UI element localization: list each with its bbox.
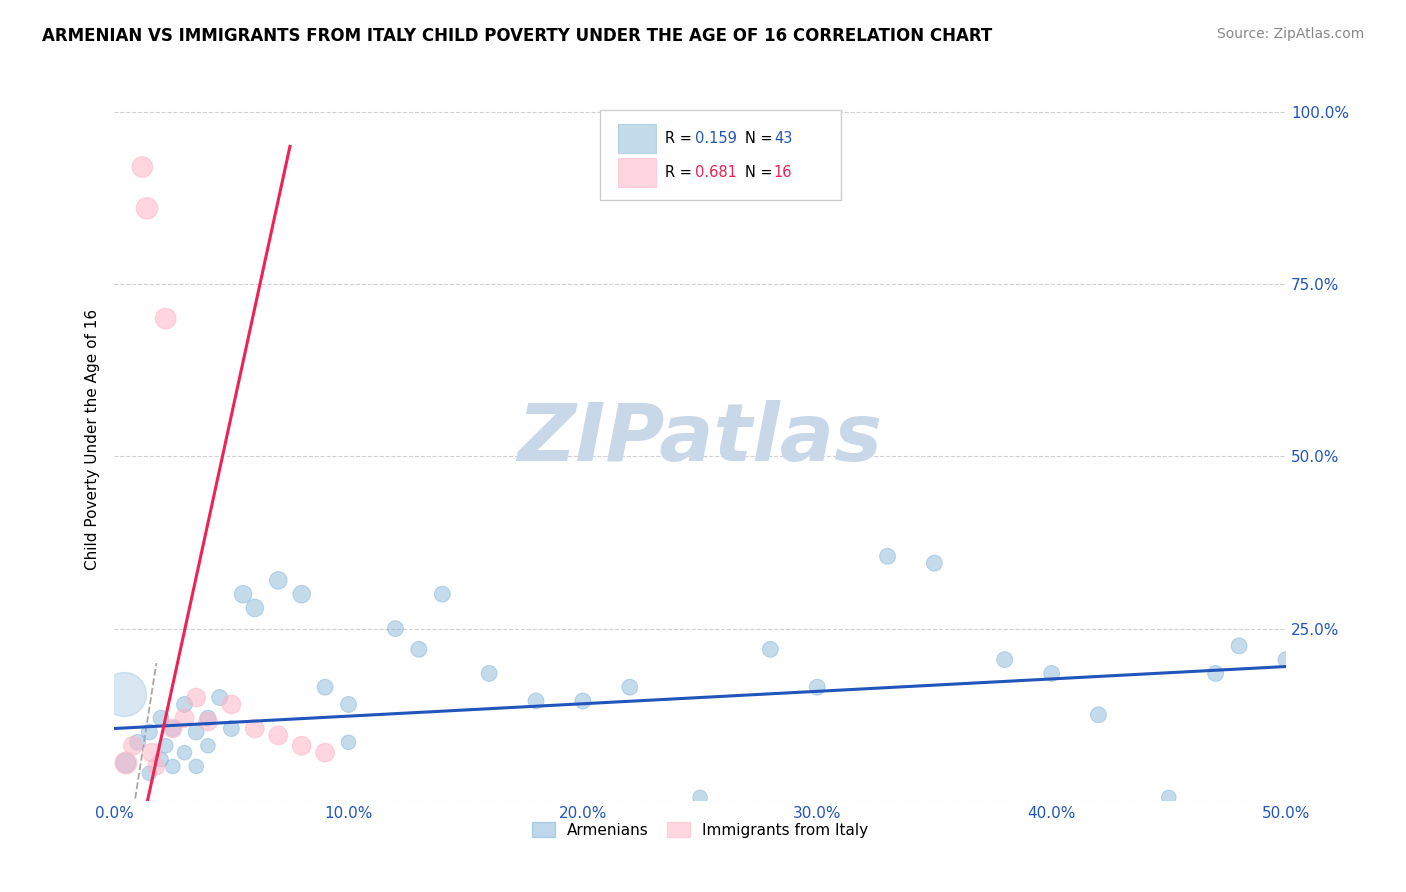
Point (524, 694, 547, 708)
Point (127, 735, 149, 749)
Point (291, 587, 314, 601)
Text: 0.159: 0.159 (696, 131, 737, 146)
Point (145, 759, 167, 773)
Text: 16: 16 (773, 165, 793, 180)
Point (138, 766, 160, 780)
Legend: Armenians, Immigrants from Italy: Armenians, Immigrants from Italy (526, 815, 875, 844)
Point (186, 725, 208, 739)
Point (924, 556, 946, 570)
Point (314, 680, 336, 694)
Point (208, 690, 231, 705)
Point (197, 714, 219, 729)
Point (291, 739, 314, 753)
Point (1275, 653, 1298, 667)
Text: ARMENIAN VS IMMIGRANTS FROM ITALY CHILD POVERTY UNDER THE AGE OF 16 CORRELATION : ARMENIAN VS IMMIGRANTS FROM ITALY CHILD … (42, 27, 993, 45)
Text: 43: 43 (773, 131, 792, 146)
Point (994, 653, 1017, 667)
Point (337, 698, 360, 712)
Point (221, 698, 243, 712)
Point (243, 722, 266, 736)
Point (267, 728, 290, 742)
Point (572, 694, 595, 708)
Point (136, 202, 159, 216)
Point (619, 680, 641, 694)
Y-axis label: Child Poverty Under the Age of 16: Child Poverty Under the Age of 16 (86, 309, 100, 570)
Point (232, 587, 254, 601)
Point (876, 549, 898, 564)
Point (337, 735, 360, 749)
Point (155, 311, 177, 326)
Point (759, 642, 782, 657)
Point (408, 642, 430, 657)
Point (384, 622, 406, 636)
Point (197, 739, 219, 753)
Point (1087, 707, 1109, 722)
Point (141, 746, 163, 760)
Point (186, 759, 208, 773)
Text: N =: N = (745, 165, 778, 180)
Point (162, 722, 184, 736)
Point (432, 587, 454, 601)
Point (267, 574, 290, 588)
FancyBboxPatch shape (619, 125, 655, 153)
Point (689, 790, 711, 805)
Point (1040, 666, 1063, 681)
Text: ZIPatlas: ZIPatlas (517, 401, 883, 478)
Point (221, 722, 243, 736)
Text: R =: R = (665, 131, 696, 146)
Point (1227, 639, 1250, 653)
Point (150, 753, 173, 767)
Text: 0.681: 0.681 (696, 165, 737, 180)
Point (173, 746, 195, 760)
Text: R =: R = (665, 165, 696, 180)
Point (150, 711, 173, 725)
FancyBboxPatch shape (600, 110, 841, 201)
Point (243, 601, 266, 615)
Point (131, 160, 153, 174)
Point (155, 739, 177, 753)
Point (115, 756, 138, 770)
Point (122, 739, 145, 753)
Point (115, 756, 138, 770)
Point (314, 746, 336, 760)
Point (138, 725, 160, 739)
Text: N =: N = (745, 131, 778, 146)
Point (1205, 666, 1227, 681)
Point (162, 722, 184, 736)
Point (1157, 790, 1180, 805)
Point (112, 687, 135, 701)
Point (162, 759, 184, 773)
Point (197, 711, 219, 725)
Point (478, 666, 501, 681)
Point (173, 698, 195, 712)
Text: Source: ZipAtlas.com: Source: ZipAtlas.com (1216, 27, 1364, 41)
FancyBboxPatch shape (619, 159, 655, 186)
Point (806, 680, 828, 694)
Point (173, 711, 195, 725)
Point (186, 690, 208, 705)
